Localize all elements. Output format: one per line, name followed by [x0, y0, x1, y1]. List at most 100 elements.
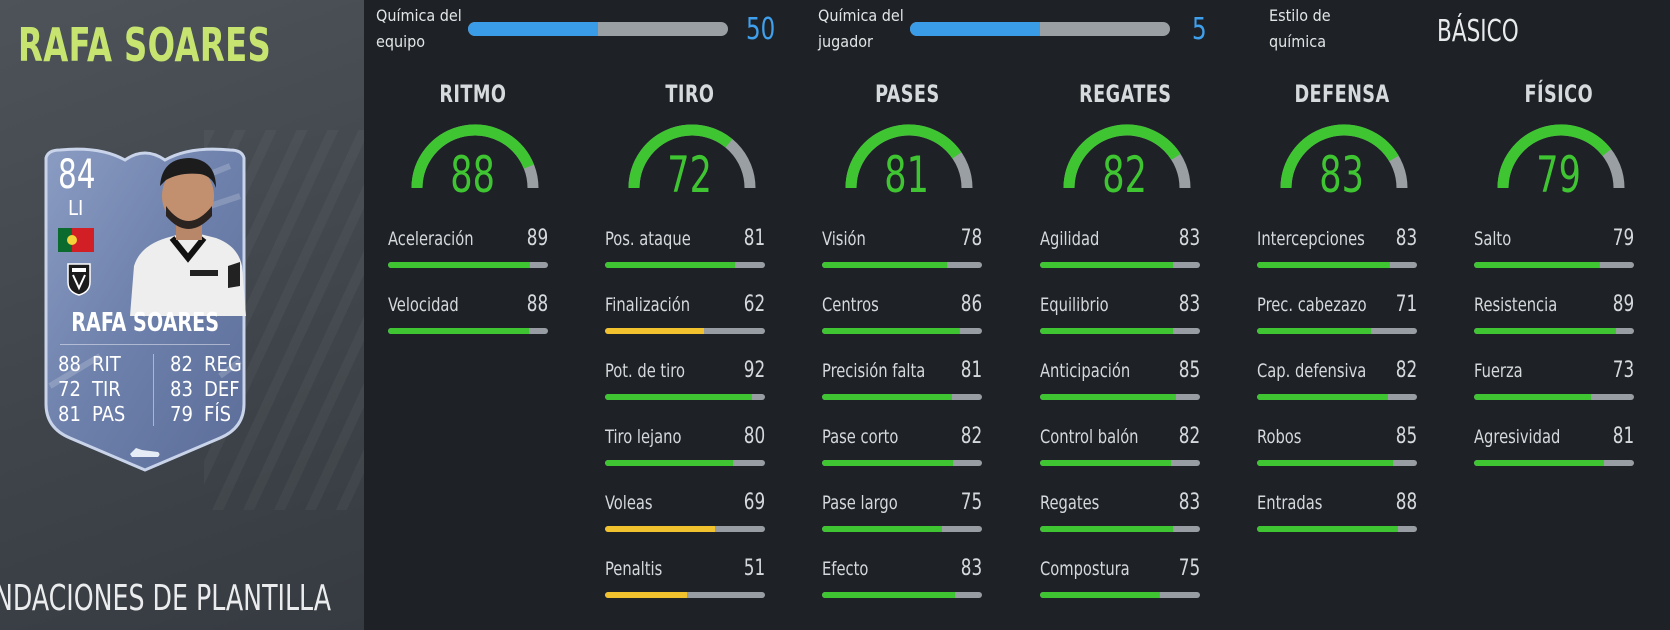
attribute-row[interactable]: Robos 85 [1257, 424, 1417, 466]
attribute-row[interactable]: Velocidad 88 [388, 292, 548, 334]
attribute-row[interactable]: Resistencia 89 [1474, 292, 1634, 334]
card-stats-right: 82 REG 83 DEF 79 FÍS [170, 352, 242, 427]
player-card[interactable]: 84 LI [30, 146, 260, 476]
attribute-row[interactable]: Agilidad 83 [1040, 226, 1200, 268]
attribute-bar [1040, 328, 1200, 334]
attribute-name: Efecto [822, 558, 869, 580]
attribute-row[interactable]: Aceleración 89 [388, 226, 548, 268]
team-chemistry-fill [468, 22, 598, 36]
attribute-value: 89 [1612, 292, 1634, 317]
attribute-bar-fill [1257, 394, 1389, 400]
attribute-bar-fill [1257, 460, 1393, 466]
attribute-bar [822, 526, 982, 532]
attribute-bar-fill [822, 526, 942, 532]
attribute-name: Centros [822, 294, 879, 316]
chemistry-style-label: Estilo de química [1269, 6, 1331, 51]
attribute-name: Compostura [1040, 558, 1130, 580]
attribute-name: Agilidad [1040, 228, 1100, 250]
card-stat-value: 79 [170, 402, 193, 426]
attribute-row[interactable]: Regates 83 [1040, 490, 1200, 532]
attribute-value: 83 [1395, 226, 1417, 251]
attribute-name: Salto [1474, 228, 1512, 250]
player-name-heading: RAFA SOARES [18, 18, 272, 72]
attribute-bar [1040, 394, 1200, 400]
card-stat-value: 81 [58, 402, 81, 426]
attribute-row[interactable]: Pase largo 75 [822, 490, 982, 532]
attribute-value: 81 [1612, 424, 1634, 449]
attribute-row[interactable]: Equilibrio 83 [1040, 292, 1200, 334]
attribute-row[interactable]: Voleas 69 [605, 490, 765, 532]
attribute-bar [388, 328, 548, 334]
chemistry-style-value[interactable]: BÁSICO [1437, 14, 1519, 49]
attribute-bar-fill [605, 262, 735, 268]
attribute-row[interactable]: Prec. cabezazo 71 [1257, 292, 1417, 334]
attribute-bar-fill [1474, 460, 1604, 466]
attribute-row[interactable]: Pase corto 82 [822, 424, 982, 466]
attribute-row[interactable]: Control balón 82 [1040, 424, 1200, 466]
attribute-bar [822, 328, 982, 334]
attribute-name: Resistencia [1474, 294, 1558, 316]
attribute-name: Regates [1040, 492, 1100, 514]
attribute-name: Visión [822, 228, 866, 250]
attribute-name: Entradas [1257, 492, 1323, 514]
card-player-name: RAFA SOARES [71, 308, 219, 338]
category-gauge [411, 124, 539, 189]
attribute-bar [822, 460, 982, 466]
attribute-name: Pase largo [822, 492, 898, 514]
attribute-bar-fill [388, 262, 531, 268]
gauge-fill [1063, 124, 1181, 189]
player-panel: RAFA SOARES 84 LI [0, 0, 364, 630]
category-value: 83 [1319, 146, 1365, 204]
attribute-value: 75 [960, 490, 982, 515]
attribute-row[interactable]: Fuerza 73 [1474, 358, 1634, 400]
attribute-bar [1257, 394, 1417, 400]
attribute-bar-fill [1257, 262, 1390, 268]
attribute-row[interactable]: Entradas 88 [1257, 490, 1417, 532]
attribute-bar [822, 262, 982, 268]
attribute-name: Aceleración [388, 228, 474, 250]
attribute-value: 73 [1612, 358, 1634, 383]
team-chemistry-bar [468, 22, 728, 36]
attribute-row[interactable]: Penaltis 51 [605, 556, 765, 598]
attribute-bar [822, 592, 982, 598]
attribute-name: Prec. cabezazo [1257, 294, 1367, 316]
attribute-row[interactable]: Precisión falta 81 [822, 358, 982, 400]
attribute-name: Intercepciones [1257, 228, 1365, 250]
attribute-bar [605, 592, 765, 598]
attribute-row[interactable]: Salto 79 [1474, 226, 1634, 268]
attribute-row[interactable]: Visión 78 [822, 226, 982, 268]
attribute-value: 89 [526, 226, 548, 251]
category-value: 79 [1536, 146, 1582, 204]
attribute-row[interactable]: Intercepciones 83 [1257, 226, 1417, 268]
attribute-row[interactable]: Compostura 75 [1040, 556, 1200, 598]
attribute-row[interactable]: Finalización 62 [605, 292, 765, 334]
attribute-name: Voleas [605, 492, 653, 514]
attribute-value: 92 [743, 358, 765, 383]
category-title: PASES [874, 80, 940, 108]
attribute-row[interactable]: Pos. ataque 81 [605, 226, 765, 268]
attribute-row[interactable]: Efecto 83 [822, 556, 982, 598]
attribute-row[interactable]: Centros 86 [822, 292, 982, 334]
attribute-bar-fill [1257, 328, 1371, 334]
attribute-row[interactable]: Tiro lejano 80 [605, 424, 765, 466]
attribute-name: Pase corto [822, 426, 899, 448]
player-chemistry-fill [910, 22, 1040, 36]
category-gauge [1063, 124, 1191, 189]
attribute-bar-fill [1474, 262, 1601, 268]
attribute-value: 81 [960, 358, 982, 383]
attribute-row[interactable]: Anticipación 85 [1040, 358, 1200, 400]
attribute-value: 82 [1178, 424, 1200, 449]
attribute-bar-fill [1040, 394, 1176, 400]
attribute-name: Velocidad [388, 294, 459, 316]
attribute-bar [822, 394, 982, 400]
attribute-value: 88 [526, 292, 548, 317]
attribute-bar-fill [822, 394, 952, 400]
attribute-bar-fill [605, 394, 753, 400]
attribute-row[interactable]: Agresividad 81 [1474, 424, 1634, 466]
attribute-row[interactable]: Cap. defensiva 82 [1257, 358, 1417, 400]
attribute-value: 81 [743, 226, 765, 251]
attribute-name: Finalización [605, 294, 691, 316]
card-position: LI [68, 196, 84, 220]
attribute-row[interactable]: Pot. de tiro 92 [605, 358, 765, 400]
attribute-name: Equilibrio [1040, 294, 1109, 316]
